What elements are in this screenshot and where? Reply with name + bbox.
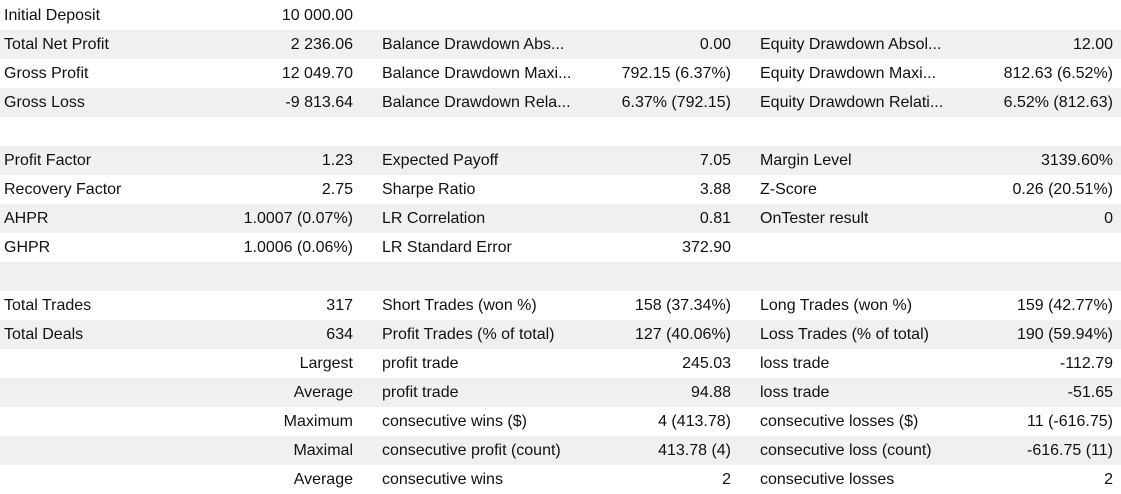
value-cell: 159 (42.77%)	[1016, 297, 1113, 314]
label-cell: Maximal	[293, 442, 353, 459]
label-cell: profit trade	[382, 355, 459, 372]
value-cell: 0.00	[699, 36, 731, 53]
value-cell: 1.23	[321, 152, 353, 169]
label-cell: Profit Trades (% of total)	[382, 326, 555, 343]
value-cell: 0.81	[699, 210, 731, 227]
value-cell: -616.75 (11)	[1027, 442, 1113, 459]
label-cell: Expected Payoff	[382, 152, 499, 169]
value-cell: 7.05	[699, 152, 731, 169]
value-cell: 0.26 (20.51%)	[1012, 181, 1113, 198]
value-cell: 190 (59.94%)	[1016, 326, 1113, 343]
label-cell: Short Trades (won %)	[382, 297, 537, 314]
label-cell: Average	[293, 471, 353, 488]
table-row	[0, 117, 1121, 146]
label-cell: Z-Score	[760, 181, 817, 198]
value-cell: 812.63 (6.52%)	[1003, 65, 1113, 82]
value-cell: 2 236.06	[290, 36, 353, 53]
value-cell: 4 (413.78)	[658, 413, 731, 430]
value-cell: 1.0006 (0.06%)	[243, 239, 353, 256]
label-cell: consecutive losses ($)	[760, 413, 919, 430]
value-cell: 245.03	[682, 355, 731, 372]
value-cell: 12 049.70	[281, 65, 353, 82]
label-cell: Total Net Profit	[4, 36, 109, 53]
value-cell: 634	[326, 326, 353, 343]
value-cell: 12.00	[1072, 36, 1113, 53]
table-row: Average consecutive wins 2 consecutive loss…	[0, 465, 1121, 494]
table-row: GHPR 1.0006 (0.06%) LR Standard Error 372.9…	[0, 233, 1121, 262]
table-row: Gross Profit 12 049.70 Balance Drawdown Ma…	[0, 59, 1121, 88]
label-cell: consecutive profit (count)	[382, 442, 561, 459]
table-row: Recovery Factor 2.75 Sharpe Ratio 3.88 Z-Sco…	[0, 175, 1121, 204]
table-row	[0, 262, 1121, 291]
label-cell: Equity Drawdown Absol...	[760, 36, 942, 53]
value-cell: 127 (40.06%)	[634, 326, 731, 343]
label-cell: loss trade	[760, 355, 830, 372]
table-row: Gross Loss -9 813.64 Balance Drawdown Rela…	[0, 88, 1121, 117]
label-cell: Largest	[299, 355, 353, 372]
label-cell: Balance Drawdown Maxi...	[382, 65, 572, 82]
label-cell: consecutive losses	[760, 471, 895, 488]
label-cell: consecutive wins	[382, 471, 503, 488]
label-cell: LR Standard Error	[382, 239, 512, 256]
table-row: AHPR 1.0007 (0.07%) LR Correlation 0.81 OnTe…	[0, 204, 1121, 233]
value-cell: 6.52% (812.63)	[1003, 94, 1113, 111]
label-cell: consecutive loss (count)	[760, 442, 932, 459]
value-cell: 94.88	[690, 384, 731, 401]
value-cell: 413.78 (4)	[658, 442, 731, 459]
table-row: Maximal consecutive profit (count) 413.78 …	[0, 436, 1121, 465]
value-cell: 2	[1104, 471, 1113, 488]
label-cell: LR Correlation	[382, 210, 486, 227]
label-cell: loss trade	[760, 384, 830, 401]
label-cell: Initial Deposit	[4, 7, 101, 24]
label-cell: Maximum	[283, 413, 353, 430]
label-cell: profit trade	[382, 384, 459, 401]
label-cell: Recovery Factor	[4, 181, 122, 198]
label-cell: Equity Drawdown Maxi...	[760, 65, 937, 82]
table-row: Maximum consecutive wins ($) 4 (413.78) con…	[0, 407, 1121, 436]
label-cell: Gross Loss	[4, 94, 85, 111]
value-cell: 158 (37.34%)	[634, 297, 731, 314]
value-cell: 11 (-616.75)	[1027, 413, 1113, 430]
table-row: Initial Deposit 10 000.00	[0, 1, 1121, 30]
table-row: Average profit trade 94.88 loss trade -51.65	[0, 378, 1121, 407]
value-cell: 317	[326, 297, 353, 314]
value-cell: -112.79	[1059, 355, 1113, 372]
label-cell: Loss Trades (% of total)	[760, 326, 929, 343]
table-row: Profit Factor 1.23 Expected Payoff 7.05 Marg…	[0, 146, 1121, 175]
label-cell: Balance Drawdown Rela...	[382, 94, 571, 111]
label-cell: Margin Level	[760, 152, 852, 169]
label-cell: Equity Drawdown Relati...	[760, 94, 944, 111]
value-cell: 3139.60%	[1040, 152, 1113, 169]
label-cell: Sharpe Ratio	[382, 181, 476, 198]
table-row: Largest profit trade 245.03 loss trade -112.…	[0, 349, 1121, 378]
label-cell: AHPR	[4, 210, 49, 227]
label-cell: Long Trades (won %)	[760, 297, 913, 314]
table-row: Total Trades 317 Short Trades (won %) 158 (…	[0, 291, 1121, 320]
label-cell: Average	[293, 384, 353, 401]
label-cell: Total Deals	[4, 326, 84, 343]
label-cell: consecutive wins ($)	[382, 413, 527, 430]
value-cell: -51.65	[1067, 384, 1113, 401]
value-cell: 2	[722, 471, 731, 488]
value-cell: 0	[1104, 210, 1113, 227]
table-row: Total Net Profit 2 236.06 Balance Drawdown…	[0, 30, 1121, 59]
value-cell: 2.75	[321, 181, 353, 198]
value-cell: 372.90	[682, 239, 731, 256]
value-cell: 10 000.00	[281, 7, 353, 24]
table-row: Total Deals 634 Profit Trades (% of total)…	[0, 320, 1121, 349]
label-cell: Total Trades	[4, 297, 92, 314]
value-cell: -9 813.64	[285, 94, 353, 111]
label-cell: Profit Factor	[4, 152, 92, 169]
value-cell: 3.88	[699, 181, 731, 198]
label-cell: OnTester result	[760, 210, 869, 227]
value-cell: 6.37% (792.15)	[621, 94, 731, 111]
value-cell: 1.0007 (0.07%)	[243, 210, 353, 227]
label-cell: Balance Drawdown Abs...	[382, 36, 565, 53]
label-cell: GHPR	[4, 239, 51, 256]
value-cell: 792.15 (6.37%)	[621, 65, 731, 82]
label-cell: Gross Profit	[4, 65, 89, 82]
